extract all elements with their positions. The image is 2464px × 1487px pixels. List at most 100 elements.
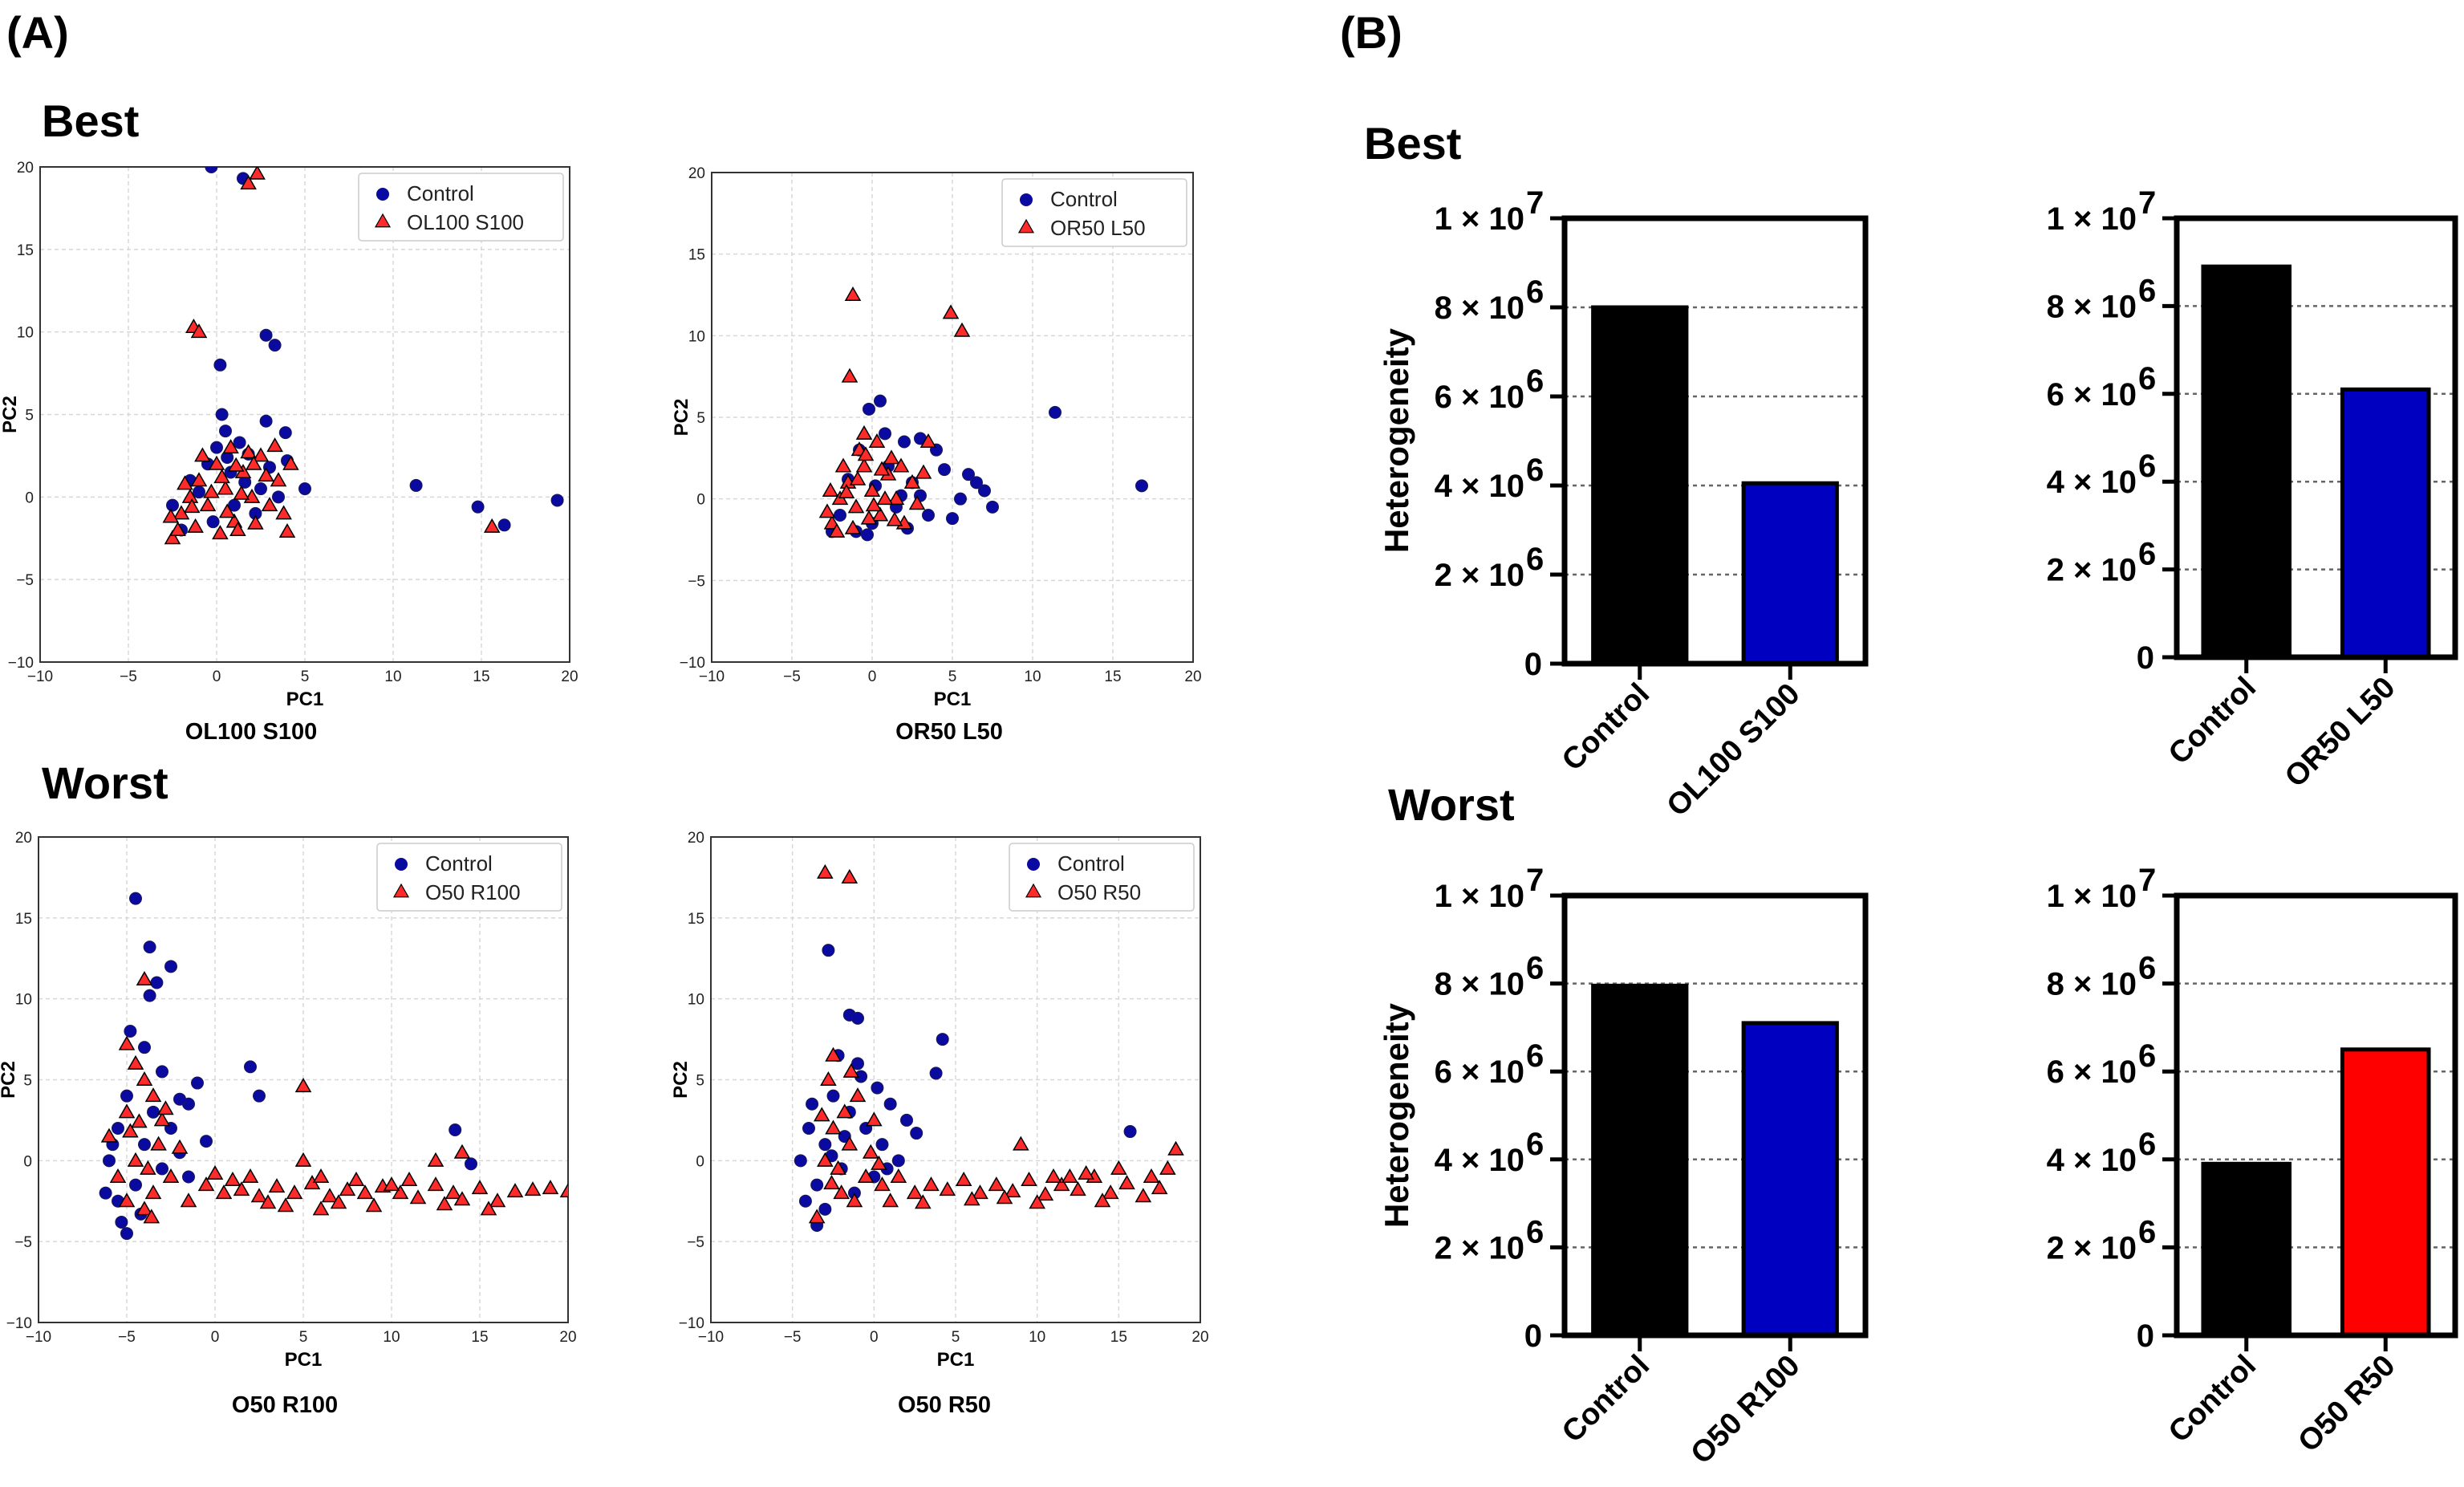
treatment-point <box>444 1184 462 1200</box>
x-tick-label: −5 <box>118 1329 136 1346</box>
x-tick-label: −5 <box>784 1329 802 1346</box>
treatment-point <box>383 1176 400 1192</box>
treatment-point <box>1118 1175 1135 1190</box>
category-label: O50 R50 <box>2291 1349 2401 1459</box>
control-point <box>826 1089 840 1103</box>
y-tick-label: 2 × 10 <box>2047 553 2137 588</box>
y-tick-label: 4 × 10 <box>1435 469 1524 504</box>
treatment-point <box>830 1160 846 1175</box>
x-tick-label: 5 <box>948 668 957 685</box>
scatter-ol100-s100: −10−10 −5 −5 0 0 5 5 10 10 15 15 20 20 PC1 PC2 OL100 S1… <box>0 160 578 745</box>
control-point <box>200 1135 213 1148</box>
chart-caption: OR50 L50 <box>895 719 1003 745</box>
control-point <box>156 1065 168 1079</box>
control-point <box>798 1194 812 1208</box>
treatment-point <box>400 1172 418 1187</box>
treatment-point <box>871 1155 887 1170</box>
treatment-point <box>242 1168 259 1183</box>
control-point <box>818 1138 832 1152</box>
control-point <box>166 498 179 512</box>
treatment-point <box>218 503 236 518</box>
treatment-point <box>855 425 873 440</box>
y-tick-label: 20 <box>688 165 705 182</box>
treatment-point <box>347 1172 365 1187</box>
control-point <box>129 1178 142 1192</box>
treatment-point <box>194 447 211 462</box>
y-tick-label: −10 <box>8 655 34 672</box>
treatment-point <box>164 530 181 545</box>
control-point <box>254 482 267 496</box>
treatment-point <box>100 1127 118 1143</box>
control-point <box>929 1066 943 1080</box>
category-label: Control <box>2162 671 2263 771</box>
y-axis-label: PC2 <box>0 396 21 433</box>
control-point <box>147 1105 160 1119</box>
treatment-point <box>828 522 846 538</box>
control-point <box>806 1097 819 1111</box>
treatment-point <box>882 1192 899 1208</box>
y-tick-label: 2 × 10 <box>1435 558 1524 593</box>
treatment-point <box>312 1168 330 1183</box>
treatment-point <box>233 1181 250 1197</box>
y-tick-label: 0 <box>2137 1318 2154 1354</box>
y-tick-label: 8 × 10 <box>1435 967 1524 1002</box>
treatment-point <box>542 1180 559 1195</box>
x-tick-label: 15 <box>473 668 489 685</box>
control-point <box>205 167 218 173</box>
x-tick-label: −10 <box>698 1329 724 1346</box>
panel-label-b: (B) <box>1340 7 1402 58</box>
treatment-point <box>213 469 230 484</box>
control-point <box>268 339 282 352</box>
x-tick-label: 10 <box>384 668 401 685</box>
x-tick-label: 20 <box>561 668 578 685</box>
treatment-point <box>892 457 910 473</box>
treatment-point <box>222 439 239 454</box>
treatment-point <box>240 444 257 459</box>
treatment-point <box>312 1201 330 1216</box>
control-point <box>150 976 164 989</box>
y-tick-label: 6 × 10 <box>2047 1054 2137 1090</box>
treatment-point <box>169 521 186 536</box>
bar <box>2201 264 2292 660</box>
data-points <box>794 863 1184 1232</box>
treatment-point <box>841 868 859 884</box>
treatment-point <box>215 1184 233 1200</box>
control-point <box>115 1215 128 1229</box>
y-tick-label: 1 × 10 <box>2047 201 2137 237</box>
treatment-point <box>844 286 862 301</box>
treatment-point <box>171 1139 189 1154</box>
treatment-point <box>908 495 926 510</box>
control-point <box>834 509 846 522</box>
control-point <box>922 509 935 522</box>
treatment-point <box>1159 1160 1176 1175</box>
y-tick-exponent: 6 <box>2138 361 2156 396</box>
control-point <box>164 960 177 973</box>
y-tick-label: 2 × 10 <box>2047 1230 2137 1266</box>
category-label: OR50 L50 <box>2279 671 2402 794</box>
y-tick-exponent: 6 <box>2138 1214 2156 1249</box>
treatment-point <box>915 1194 932 1209</box>
legend: Control OL100 S100 <box>358 173 564 242</box>
treatment-point <box>162 1168 180 1183</box>
treatment-point <box>392 1184 409 1200</box>
bar <box>2340 1047 2431 1338</box>
x-axis-label: PC1 <box>286 689 324 710</box>
y-tick-label: 20 <box>17 160 34 177</box>
treatment-point <box>277 1197 294 1213</box>
control-point <box>129 892 142 905</box>
y-tick-label: 4 × 10 <box>2047 1143 2137 1178</box>
control-point <box>1135 479 1148 493</box>
control-point <box>936 1033 949 1046</box>
y-tick-label: 10 <box>17 325 34 342</box>
treatment-point <box>144 1184 162 1200</box>
legend-control-label: Control <box>425 851 493 876</box>
plot-frame <box>2174 892 2458 1339</box>
legend-control-label: Control <box>1050 187 1118 211</box>
control-point <box>278 426 292 440</box>
control-point <box>954 492 967 506</box>
y-tick-label: 0 <box>696 492 705 509</box>
treatment-point <box>489 1192 506 1208</box>
